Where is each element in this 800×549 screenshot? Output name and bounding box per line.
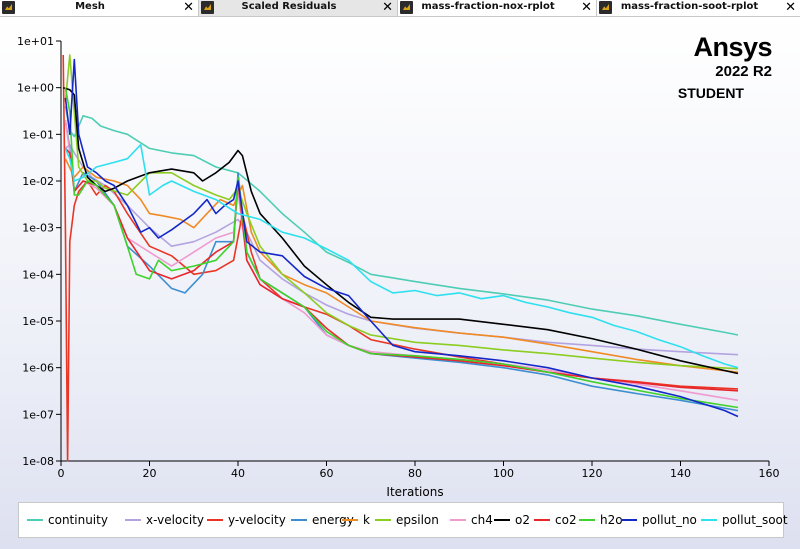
- legend-label: epsilon: [396, 513, 439, 527]
- series-line-continuity: [64, 106, 739, 336]
- legend-item-x-velocity: x-velocity: [125, 513, 204, 527]
- legend-swatch: [494, 518, 510, 521]
- plot-window-icon: [400, 1, 413, 14]
- legend-item-energy: energy: [291, 513, 354, 527]
- series-line-pollut_no: [64, 58, 739, 418]
- legend-swatch: [207, 518, 223, 521]
- tab-scaled-residuals[interactable]: Scaled Residuals ✕: [199, 0, 398, 16]
- series-line-pollut_soot: [64, 143, 739, 369]
- x-axis-label: Iterations: [386, 485, 443, 499]
- legend-swatch: [375, 518, 391, 521]
- legend-swatch: [450, 518, 466, 521]
- y-tick-label: 1e-08: [22, 455, 54, 468]
- chart-legend: continuity x-velocity y-velocity energy k eps…: [18, 502, 788, 538]
- series-line-ch4: [64, 120, 739, 402]
- legend-swatch: [27, 518, 43, 521]
- x-tick-label: 80: [408, 467, 422, 480]
- legend-label: continuity: [48, 513, 108, 527]
- series-line-k: [64, 158, 739, 373]
- y-tick-label: 1e-05: [22, 315, 54, 328]
- legend-label: h2o: [600, 513, 623, 527]
- x-tick-label: 20: [143, 467, 157, 480]
- y-tick-label: 1e-01: [22, 128, 54, 141]
- legend-label: pollut_soot: [722, 513, 788, 527]
- legend-item-o2: o2: [494, 513, 530, 527]
- tab-label: Mesh: [75, 1, 105, 12]
- x-tick-label: 140: [670, 467, 691, 480]
- y-tick-label: 1e-03: [22, 222, 54, 235]
- x-tick-label: 60: [320, 467, 334, 480]
- tab-label: Scaled Residuals: [241, 1, 337, 12]
- legend-swatch: [579, 518, 595, 521]
- tab-mass-fraction-soot-rplot[interactable]: mass-fraction-soot-rplot ✕: [597, 0, 800, 16]
- legend-label: k: [363, 513, 370, 527]
- x-tick-label: 160: [759, 467, 780, 480]
- brand-name: Ansys: [693, 32, 772, 62]
- legend-swatch: [125, 518, 141, 521]
- legend-item-k: k: [342, 513, 370, 527]
- legend-item-pollut_soot: pollut_soot: [701, 513, 788, 527]
- ansys-logo: Ansys 2022 R2 STUDENT: [677, 32, 773, 104]
- legend-swatch: [291, 518, 307, 521]
- plot-window-icon: [2, 1, 15, 14]
- tab-mass-fraction-nox-rplot[interactable]: mass-fraction-nox-rplot ✕: [398, 0, 597, 16]
- x-tick-label: 120: [582, 467, 603, 480]
- plot-window-icon: [201, 1, 214, 14]
- y-tick-label: 1e-04: [22, 268, 54, 281]
- legend-label: co2: [555, 513, 577, 527]
- series-line-epsilon: [64, 54, 739, 370]
- tab-mesh[interactable]: Mesh ✕: [0, 0, 199, 16]
- legend-swatch: [342, 518, 358, 521]
- close-icon[interactable]: ✕: [581, 0, 592, 15]
- plot-window-icon: [599, 1, 612, 14]
- legend-item-pollut_no: pollut_no: [621, 513, 697, 527]
- plot-area-background: [0, 17, 800, 549]
- chart-series: [62, 54, 739, 462]
- legend-label: o2: [515, 513, 530, 527]
- legend-label: ch4: [471, 513, 493, 527]
- y-tick-label: 1e-06: [22, 362, 54, 375]
- legend-swatch: [621, 518, 637, 521]
- x-tick-label: 0: [58, 467, 65, 480]
- tab-label: mass-fraction-nox-rplot: [421, 1, 555, 12]
- legend-item-h2o: h2o: [579, 513, 623, 527]
- x-tick-label: 100: [493, 467, 514, 480]
- y-tick-label: 1e+00: [17, 82, 54, 95]
- close-icon[interactable]: ✕: [382, 0, 393, 15]
- legend-item-ch4: ch4: [450, 513, 493, 527]
- legend-item-continuity: continuity: [27, 513, 108, 527]
- series-line-o2: [62, 86, 739, 375]
- legend-swatch: [701, 518, 717, 521]
- series-line-x-velocity: [64, 143, 739, 356]
- series-line-h2o: [64, 87, 739, 409]
- legend-label: x-velocity: [146, 513, 205, 527]
- legend-label: energy: [312, 513, 354, 527]
- tab-label: mass-fraction-soot-rplot: [620, 1, 759, 12]
- y-tick-label: 1e+01: [17, 35, 54, 48]
- y-tick-label: 1e-07: [22, 408, 54, 421]
- legend-item-co2: co2: [534, 513, 577, 527]
- brand-edition: STUDENT: [677, 85, 744, 101]
- series-line-y-velocity: [62, 54, 739, 462]
- chart-axes: 0 20 40 60 80 100 120 140 160 1e-08 1e-07 1e-06 1e-0…: [17, 35, 779, 480]
- x-tick-label: 40: [231, 467, 245, 480]
- legend-label: pollut_no: [642, 513, 697, 527]
- legend-item-y-velocity: y-velocity: [207, 513, 286, 527]
- legend-item-epsilon: epsilon: [375, 513, 439, 527]
- y-tick-label: 1e-02: [22, 175, 54, 188]
- legend-label: y-velocity: [228, 513, 286, 527]
- legend-swatch: [534, 518, 550, 521]
- close-icon[interactable]: ✕: [785, 0, 796, 15]
- tab-bar: Mesh ✕ Scaled Residuals ✕ mass-fraction-…: [0, 0, 800, 17]
- close-icon[interactable]: ✕: [183, 0, 194, 15]
- brand-version: 2022 R2: [715, 63, 772, 80]
